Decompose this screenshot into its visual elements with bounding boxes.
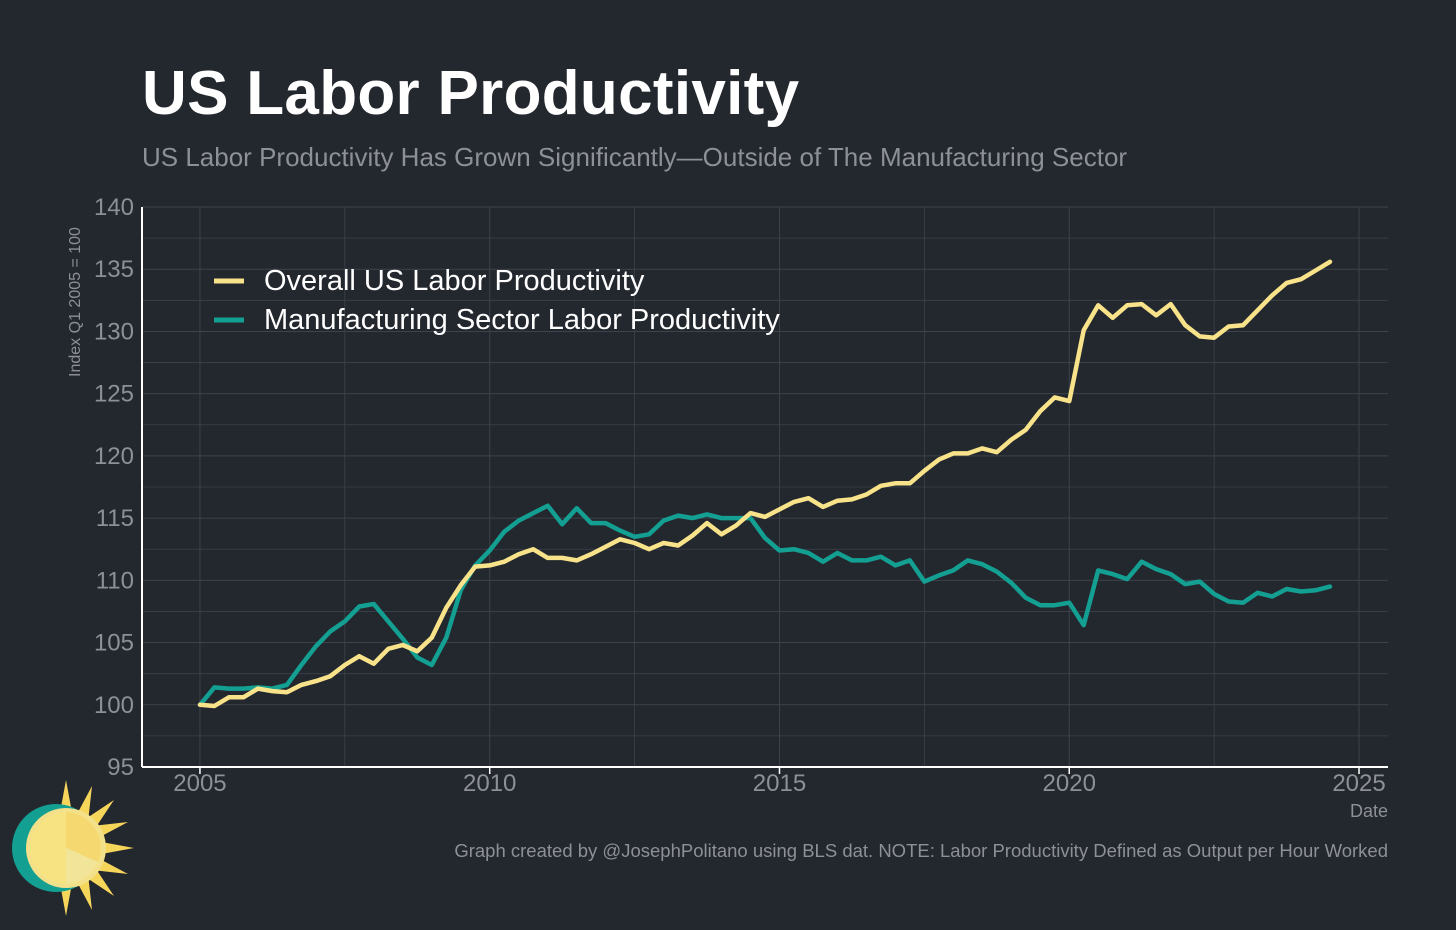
legend-label-overall[interactable]: Overall US Labor Productivity <box>264 265 645 297</box>
y-axis-label: Index Q1 2005 = 100 <box>67 227 84 377</box>
x-axis-label: Date <box>1350 801 1388 821</box>
y-tick-label: 135 <box>94 256 134 283</box>
axes: 95 100 105 110 115 120 125 130 135 140 2005 2010 201… <box>94 194 1388 797</box>
legend-label-manufacturing[interactable]: Manufacturing Sector Labor Productivity <box>264 304 780 336</box>
y-tick-label: 125 <box>94 381 134 408</box>
x-tick-label: 2005 <box>173 770 226 797</box>
grid <box>142 206 1388 768</box>
y-tick-label: 110 <box>96 567 134 594</box>
series-group <box>197 259 1333 709</box>
x-tick-label: 2015 <box>753 770 806 797</box>
chart-subtitle: US Labor Productivity Has Grown Signific… <box>142 142 1128 172</box>
series-line-manufacturing <box>197 503 1333 708</box>
y-tick-label: 120 <box>94 443 134 470</box>
x-tick-label: 2025 <box>1332 770 1385 797</box>
y-tick-label: 105 <box>94 630 134 657</box>
series-line-overall <box>197 259 1333 709</box>
x-tick-label: 2020 <box>1043 770 1096 797</box>
y-tick-label: 115 <box>96 505 134 532</box>
x-tick-label: 2010 <box>463 770 516 797</box>
footer-note: Graph created by @JosephPolitano using B… <box>454 840 1388 861</box>
y-tick-label: 140 <box>94 194 134 221</box>
chart-title: US Labor Productivity <box>142 59 800 128</box>
y-tick-label: 130 <box>94 318 134 345</box>
legend: Overall US Labor Productivity Manufactur… <box>214 265 780 336</box>
y-tick-label: 100 <box>94 692 134 719</box>
sun-logo-icon <box>12 780 134 916</box>
y-tick-label: 95 <box>107 754 134 781</box>
